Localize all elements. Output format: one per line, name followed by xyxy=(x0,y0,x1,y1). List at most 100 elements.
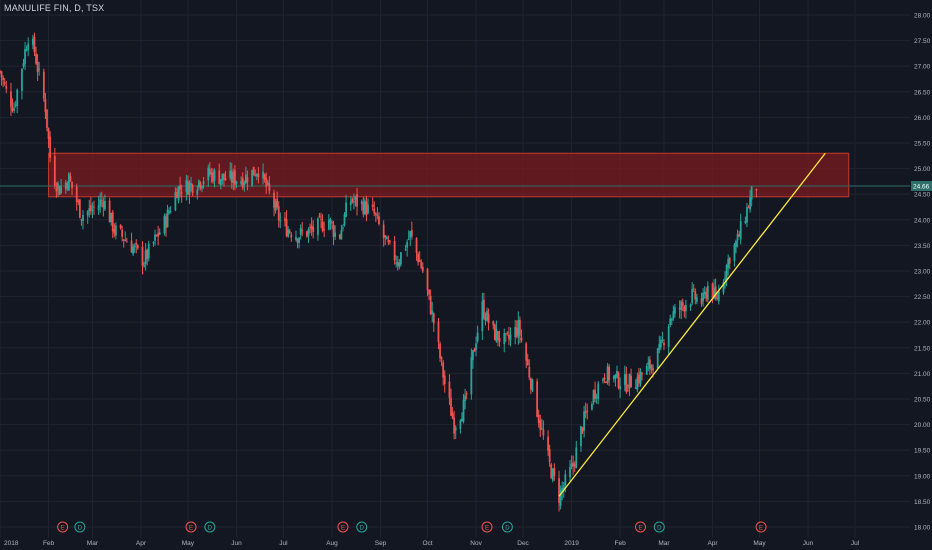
candle-body xyxy=(108,200,111,223)
candle-body xyxy=(705,292,708,299)
candle-body xyxy=(387,239,390,243)
candle-body xyxy=(44,99,47,113)
candle-body xyxy=(617,372,620,388)
candle-body xyxy=(636,377,639,390)
candle-body xyxy=(559,489,562,506)
candle-body xyxy=(750,186,753,200)
candle-body xyxy=(581,427,584,432)
candle-body xyxy=(110,213,113,223)
candle-body xyxy=(27,43,30,51)
candle-body xyxy=(273,192,275,208)
candle-body xyxy=(301,230,304,232)
candle-body xyxy=(296,239,299,243)
candle-body xyxy=(678,307,681,310)
candle-body xyxy=(487,313,490,323)
candle-body xyxy=(168,211,171,213)
candle-body xyxy=(229,170,232,179)
candle-body xyxy=(365,201,368,215)
candle-body xyxy=(356,193,358,207)
candle-body xyxy=(672,311,675,319)
candle-body xyxy=(100,199,103,201)
candle-body xyxy=(694,291,697,300)
candle-body xyxy=(747,207,750,209)
candle-body xyxy=(21,68,23,91)
candle-body xyxy=(312,226,315,232)
candle-body xyxy=(586,410,589,412)
candle-body xyxy=(147,243,150,259)
candle-body xyxy=(197,180,200,188)
candle-body xyxy=(155,235,158,237)
trendline[interactable] xyxy=(558,152,826,497)
candle-body xyxy=(641,372,643,375)
candle-body xyxy=(290,234,293,238)
time-tick-label: Jul xyxy=(279,540,288,547)
candle-body xyxy=(450,397,452,416)
candle-body xyxy=(674,307,676,314)
candle-body xyxy=(470,357,473,395)
candle-body xyxy=(25,49,28,51)
candle-body xyxy=(157,232,160,237)
candle-body xyxy=(454,427,457,431)
candle-body xyxy=(508,334,510,339)
candle-body xyxy=(188,183,191,196)
candle-body xyxy=(276,198,279,208)
resistance-zone[interactable] xyxy=(48,152,850,198)
candle-body xyxy=(385,236,388,240)
candle-body xyxy=(440,357,443,360)
candle-body xyxy=(597,383,600,399)
candle-body xyxy=(16,89,19,106)
candle-body xyxy=(224,178,227,181)
price-tick-label: 24.00 xyxy=(914,217,931,224)
candle-body xyxy=(114,225,117,236)
candle-body xyxy=(268,183,271,192)
candle-body xyxy=(252,166,255,176)
candle-body xyxy=(24,48,26,64)
candle-body xyxy=(332,224,335,237)
candle-body xyxy=(378,216,380,225)
candle-body xyxy=(755,189,758,191)
dividend-marker-label: D xyxy=(360,526,365,532)
price-tick-label: 19.50 xyxy=(914,448,931,455)
candle-body xyxy=(439,343,441,359)
price-tick-label: 25.00 xyxy=(914,166,931,173)
candle-body xyxy=(233,170,236,185)
candle-body xyxy=(448,381,451,398)
candle-body xyxy=(584,411,587,414)
candle-body xyxy=(22,63,25,67)
candle-body xyxy=(57,183,59,190)
candle-body xyxy=(443,375,446,385)
candle-body xyxy=(33,36,36,52)
candle-body xyxy=(11,107,14,111)
candle-body xyxy=(713,288,715,299)
time-tick-label: Nov xyxy=(470,540,482,547)
candle-body xyxy=(561,488,564,492)
dividend-marker xyxy=(356,521,368,533)
candle-body xyxy=(35,53,37,64)
time-tick-label: Sep xyxy=(375,540,387,547)
candle-body xyxy=(663,342,665,346)
time-axis[interactable]: 2018 Feb Mar Apr May Jun Jul Aug Sep Oct Nov Dec 201… xyxy=(4,540,860,547)
candle-body xyxy=(575,447,578,469)
candle-body xyxy=(537,414,540,423)
candle-body xyxy=(5,85,8,89)
candle-body xyxy=(459,420,462,429)
candle-body xyxy=(520,337,523,341)
candle-body xyxy=(482,299,485,318)
candle-body xyxy=(417,253,420,263)
price-axis[interactable]: 18.00 18.50 19.00 19.50 20.00 20.50 21.00 21.50… xyxy=(914,13,931,532)
candle-body xyxy=(656,348,659,369)
candle-body xyxy=(257,173,260,178)
candle-body xyxy=(353,201,355,203)
candle-body xyxy=(202,181,205,184)
candle-body xyxy=(431,310,434,315)
candle-body xyxy=(695,297,698,302)
candle-body xyxy=(684,305,687,312)
candle-body xyxy=(130,240,133,253)
candle-body xyxy=(240,180,243,185)
candle-body xyxy=(338,234,341,239)
candle-body xyxy=(180,192,183,194)
candle-body xyxy=(647,362,650,365)
candle-body xyxy=(625,374,628,393)
candle-body xyxy=(295,237,297,240)
